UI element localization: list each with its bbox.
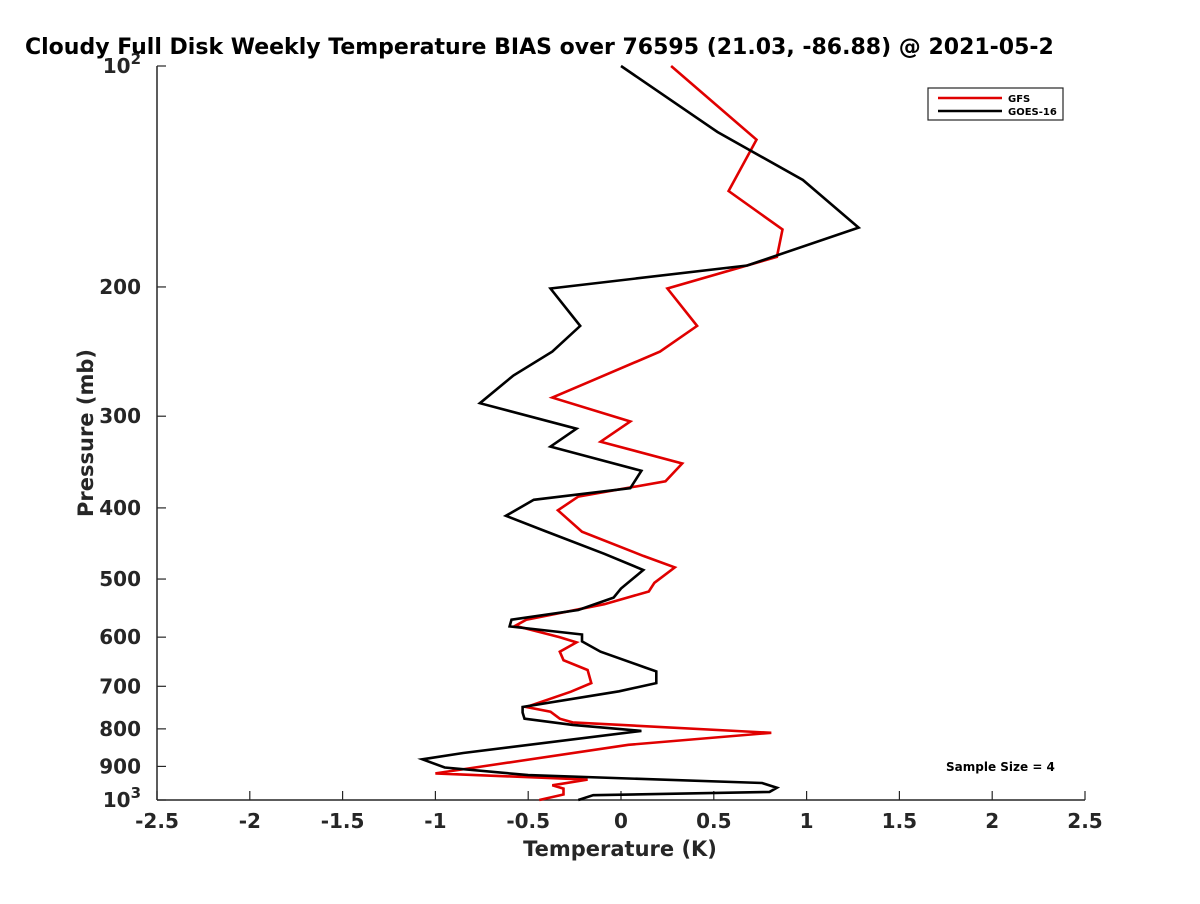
series-line-goes-16	[417, 64, 862, 802]
x-tick-label: -2.5	[135, 809, 179, 833]
sample-size-annotation: Sample Size = 4	[946, 760, 1055, 774]
x-axis-label: Temperature (K)	[523, 837, 717, 861]
x-tick-label: -0.5	[506, 809, 550, 833]
x-tick-label: -1.5	[321, 809, 365, 833]
x-tick-label: 2	[985, 809, 999, 833]
plot-layer: -2.5 -2 -1.5 -1 -0.5 0 0.5 1 1.5 2 2.5102200300400…	[99, 50, 1102, 833]
x-tick-label: 1	[800, 809, 814, 833]
y-tick-label: 300	[99, 404, 141, 428]
legend-box	[927, 87, 1064, 121]
x-tick-label: -2	[239, 809, 261, 833]
legend: GFS GOES-16	[927, 87, 1064, 121]
legend-entry: GFS	[1008, 94, 1030, 105]
y-tick-base: 10	[103, 788, 131, 812]
y-tick-exponent: 3	[131, 784, 141, 802]
x-tick-label: 2.5	[1067, 809, 1102, 833]
y-tick-label: 800	[99, 717, 141, 741]
x-tick-label: -1	[424, 809, 446, 833]
y-tick-label: 700	[99, 674, 141, 698]
y-tick-label: 600	[99, 625, 141, 649]
y-tick-label: 102	[103, 50, 141, 78]
y-tick-label: 400	[99, 496, 141, 520]
y-tick-base: 10	[103, 54, 131, 78]
x-tick-label: 1.5	[882, 809, 917, 833]
x-tick-label: 0	[614, 809, 628, 833]
y-tick-exponent: 2	[131, 50, 141, 68]
y-tick-label: 500	[99, 567, 141, 591]
series-line-gfs	[435, 65, 784, 802]
y-axis-label: Pressure (mb)	[74, 349, 98, 517]
y-tick-label: 900	[99, 754, 141, 778]
y-tick-label: 200	[99, 275, 141, 299]
x-tick-label: 0.5	[696, 809, 731, 833]
y-tick-label: 103	[103, 784, 141, 812]
chart-title: Cloudy Full Disk Weekly Temperature BIAS…	[25, 35, 1054, 60]
legend-entry: GOES-16	[1008, 107, 1057, 118]
